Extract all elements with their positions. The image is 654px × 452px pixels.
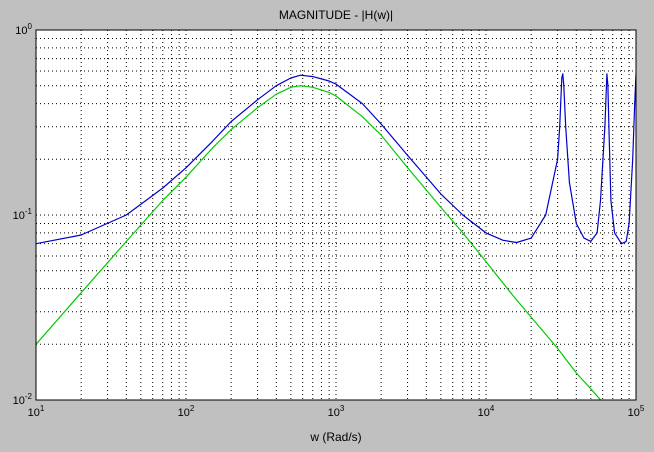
y-tick-label: 100 — [15, 22, 32, 37]
chart-title: MAGNITUDE - |H(w)| — [279, 8, 393, 22]
series-layer — [36, 73, 636, 400]
y-tick-label: 10-1 — [13, 207, 33, 222]
tick-labels: 101 102 103 104 105 10-2 10-1 100 — [13, 22, 645, 419]
x-axis-label: w (Rad/s) — [309, 430, 361, 444]
plot-frame — [35, 29, 637, 401]
series-line-2 — [36, 85, 602, 400]
x-tick-label: 103 — [328, 404, 345, 419]
series-line-1 — [36, 73, 636, 245]
y-tick-label: 10-2 — [13, 392, 33, 407]
x-tick-label: 101 — [28, 404, 45, 419]
x-tick-label: 104 — [478, 404, 495, 419]
x-tick-label: 102 — [178, 404, 195, 419]
x-tick-label: 105 — [628, 404, 645, 419]
